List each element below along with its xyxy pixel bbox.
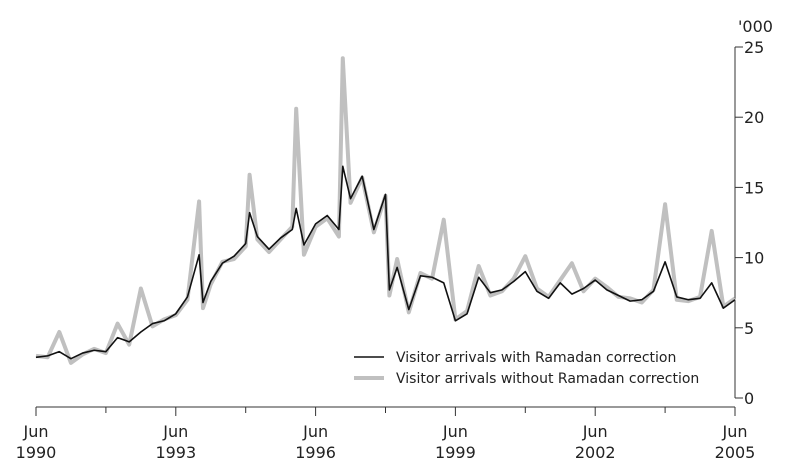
x-tick-label-year: 1993 xyxy=(155,443,196,462)
x-tick-label-year: 1990 xyxy=(16,443,57,462)
x-tick-label-month: Jun xyxy=(302,422,328,441)
x-tick-label-month: Jun xyxy=(442,422,468,441)
x-tick-label-month: Jun xyxy=(722,422,748,441)
x-axis-ticks: Jun 1990 Jun 1993 Jun 1996 Jun 1999 Jun 2002 Jun 20… xyxy=(16,407,756,462)
y-axis-ticks: 0 5 10 15 20 25 xyxy=(735,38,764,408)
y-tick-label: 20 xyxy=(744,108,764,127)
x-tick-label-year: 2005 xyxy=(715,443,756,462)
legend-label-0: Visitor arrivals with Ramadan correction xyxy=(396,350,676,366)
y-tick-label: 0 xyxy=(744,389,754,408)
x-tick-label-month: Jun xyxy=(582,422,608,441)
x-tick-label-year: 1996 xyxy=(295,443,336,462)
x-tick-label-year: 1999 xyxy=(435,443,476,462)
series-line-0 xyxy=(35,165,736,360)
y-tick-label: 15 xyxy=(744,178,764,197)
legend-label-1: Visitor arrivals without Ramadan correct… xyxy=(396,371,699,387)
x-tick-label-month: Jun xyxy=(23,422,49,441)
series-layer xyxy=(35,56,737,365)
x-tick-label-year: 2002 xyxy=(575,443,616,462)
x-tick-label-month: Jun xyxy=(162,422,188,441)
legend: Visitor arrivals with Ramadan correction… xyxy=(354,350,699,387)
y-tick-label: 25 xyxy=(744,38,764,57)
y-tick-label: 10 xyxy=(744,249,764,268)
y-axis-unit-label: '000 xyxy=(738,17,773,36)
y-tick-label: 5 xyxy=(744,319,754,338)
